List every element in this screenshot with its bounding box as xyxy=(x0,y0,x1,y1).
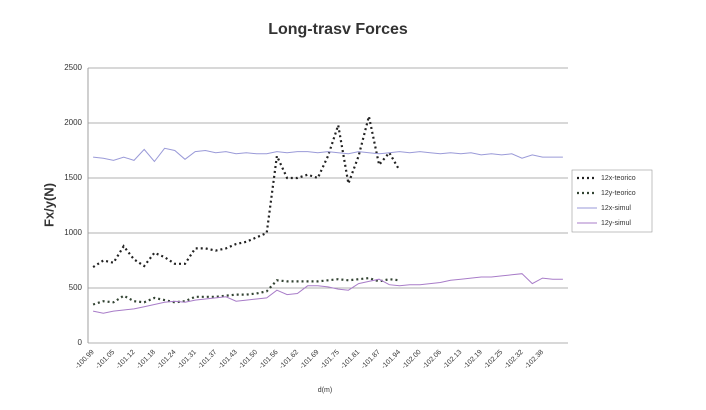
series-line xyxy=(92,273,563,314)
y-tick-label: 2500 xyxy=(64,63,82,72)
y-tick-label: 1500 xyxy=(64,173,82,182)
y-tick-label: 2000 xyxy=(64,118,82,127)
x-tick-label: -102.25 xyxy=(483,349,505,371)
legend-box xyxy=(571,169,653,233)
x-tick-label: -102.32 xyxy=(503,349,525,371)
y-tick-label: 0 xyxy=(78,338,83,347)
x-tick-label: -101.87 xyxy=(360,349,382,371)
x-tick-label: -101.12 xyxy=(115,349,137,371)
x-tick-label: -101.94 xyxy=(380,349,402,371)
x-tick-label: -101.31 xyxy=(176,349,198,371)
x-tick-label: -101.43 xyxy=(217,349,239,371)
x-tick-label: -102.00 xyxy=(401,349,423,371)
x-tick-label: -102.19 xyxy=(462,349,484,371)
x-tick-label: -101.05 xyxy=(95,349,117,371)
x-tick-label: -101.69 xyxy=(299,349,321,371)
legend-label: 12x-simul xyxy=(601,205,631,212)
series-line xyxy=(92,276,400,306)
x-tick-label: -102.38 xyxy=(523,349,545,371)
x-tick-label: -101.18 xyxy=(135,349,157,371)
x-tick-label: -100.99 xyxy=(74,349,96,371)
legend-label: 12y-teorico xyxy=(601,190,636,197)
x-tick-label: -101.50 xyxy=(237,349,259,371)
chart-title: Long-trasv Forces xyxy=(268,21,408,38)
x-tick-label: -102.06 xyxy=(421,349,443,371)
x-tick-label: -101.81 xyxy=(340,349,362,371)
x-tick-label: -101.24 xyxy=(156,349,178,371)
x-tick-label: -101.56 xyxy=(258,349,280,371)
series-line xyxy=(93,147,563,163)
x-tick-label: -101.37 xyxy=(197,349,219,371)
y-tick-label: 1000 xyxy=(64,228,82,237)
x-tick-label: -101.62 xyxy=(278,349,300,371)
x-axis-label: d(m) xyxy=(318,387,332,394)
x-tick-label: -101.75 xyxy=(319,349,341,371)
legend-label: 12y-simul xyxy=(601,220,631,227)
y-axis-label: Fx/y(N) xyxy=(41,183,56,227)
x-tick-label: -102.13 xyxy=(442,349,464,371)
series-line xyxy=(92,116,401,269)
legend-label: 12x-teorico xyxy=(601,175,636,182)
y-tick-label: 500 xyxy=(69,283,83,292)
